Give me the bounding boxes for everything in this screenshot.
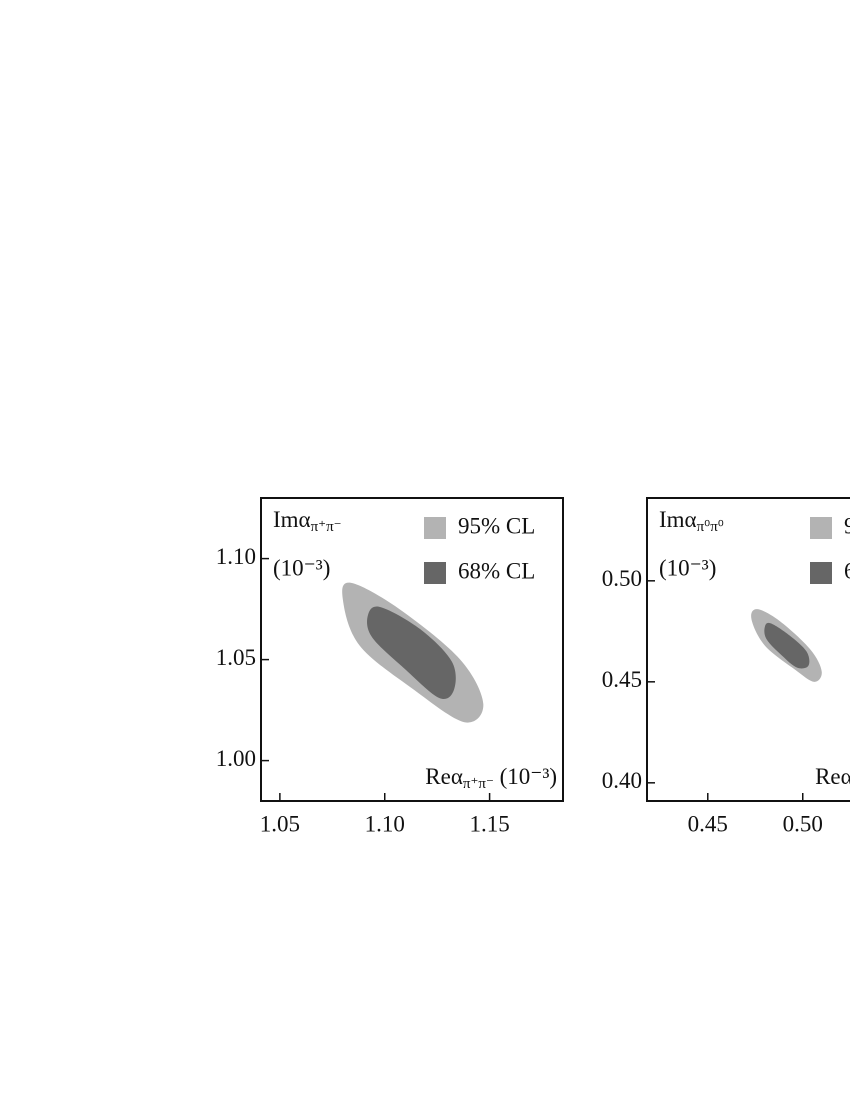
x-tick-label: 0.45 — [688, 811, 728, 836]
y-tick-label: 1.05 — [216, 645, 256, 670]
x-tick-label: 1.05 — [260, 811, 300, 836]
label-unit: (10⁻³) — [494, 764, 557, 789]
x-tick-label: 1.15 — [469, 811, 509, 836]
legend-swatch — [810, 562, 832, 584]
x-axis-label: Reαπ⁺π⁻ (10⁻³) — [425, 764, 557, 792]
y-tick-label: 0.50 — [602, 566, 642, 591]
y-tick-label: 1.10 — [216, 544, 256, 569]
legend-label: 95% CL — [458, 513, 535, 538]
label-subscript: π⁺π⁻ — [463, 776, 494, 792]
label-text: Imα — [273, 507, 311, 532]
plot-frame — [260, 497, 564, 802]
legend-swatch — [810, 517, 832, 539]
label-text: Imα — [659, 507, 697, 532]
label-subscript: π⁰π⁰ — [697, 519, 724, 535]
y-tick-label: 0.40 — [602, 768, 642, 793]
legend-swatch — [424, 517, 446, 539]
y-axis-label: Imαπ⁰π⁰ — [659, 507, 724, 535]
y-axis-label: Imαπ⁺π⁻ — [273, 507, 342, 535]
legend-swatch — [424, 562, 446, 584]
legend-label: 95% CL — [844, 513, 850, 538]
x-tick-label: 1.10 — [365, 811, 405, 836]
x-axis-label: Reαπ⁰π⁰ (10⁻³) — [815, 764, 850, 792]
plot-frame — [646, 497, 850, 802]
confidence-region — [764, 622, 810, 669]
legend-label: 68% CL — [844, 558, 850, 583]
y-tick-label: 0.45 — [602, 667, 642, 692]
label-text: Reα — [425, 764, 463, 789]
panel: 1.05 1.10 1.151.001.051.10Imαπ⁺π⁻(10⁻³)Reα… — [216, 497, 564, 836]
label-text: Reα — [815, 764, 850, 789]
confidence-region — [367, 606, 456, 700]
x-tick-label: 0.50 — [783, 811, 823, 836]
panel: 0.450.500.400.450.50Imαπ⁰π⁰(10⁻³)Reαπ⁰π⁰… — [602, 497, 850, 836]
y-axis-unit: (10⁻³) — [659, 555, 716, 580]
y-tick-label: 1.00 — [216, 746, 256, 771]
legend-label: 68% CL — [458, 558, 535, 583]
label-subscript: π⁺π⁻ — [311, 519, 342, 535]
y-axis-unit: (10⁻³) — [273, 555, 330, 580]
